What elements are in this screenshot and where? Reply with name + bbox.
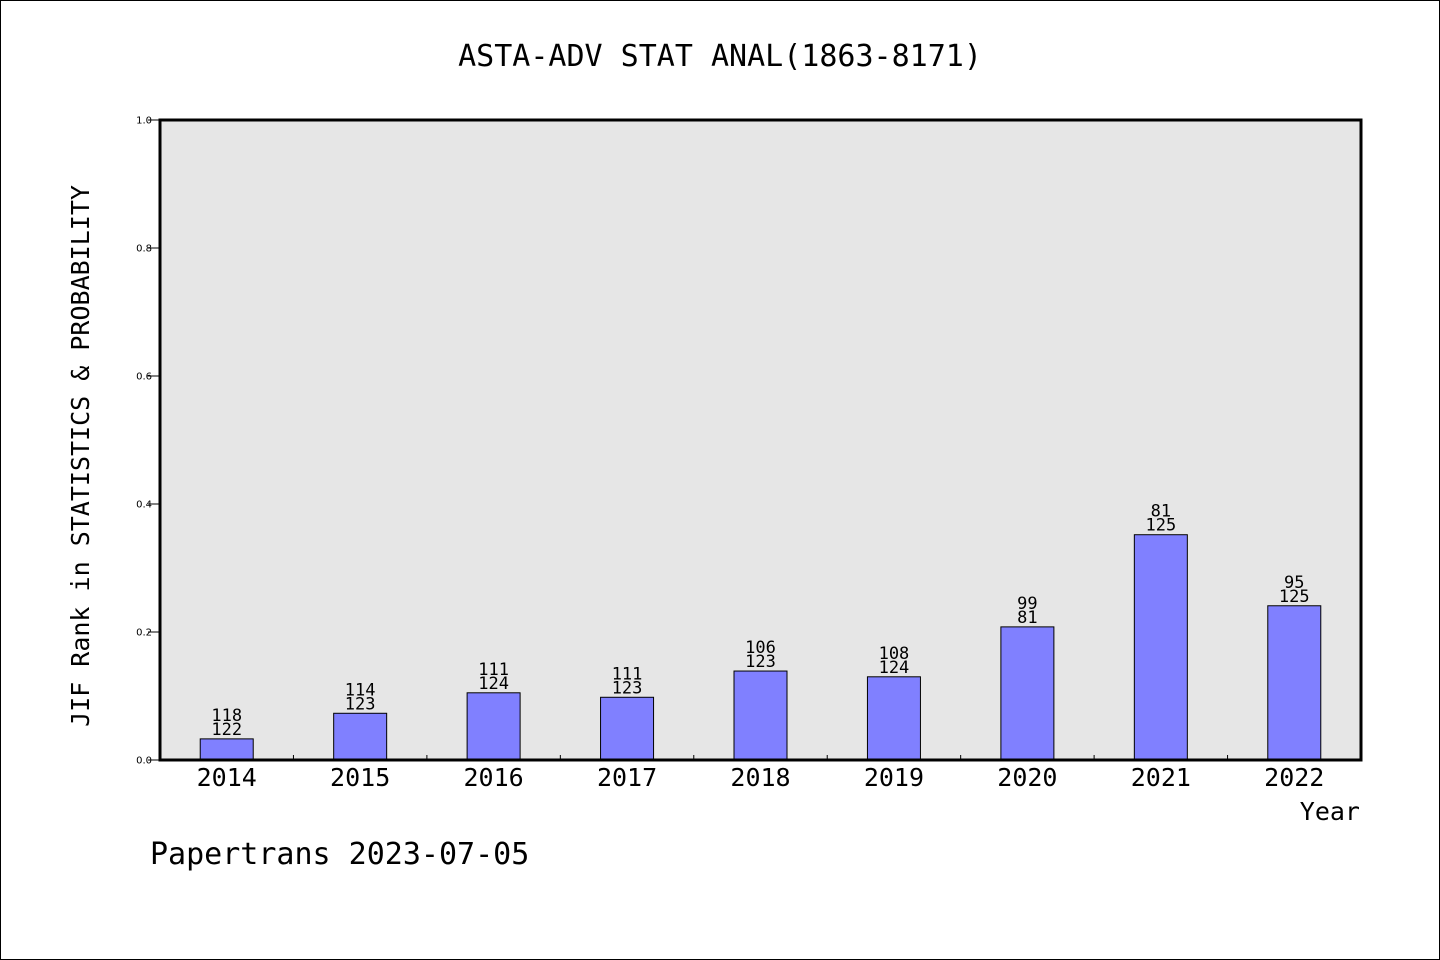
bar-rank-label: 114: [345, 680, 376, 700]
y-tick-label: 0.4: [136, 500, 152, 511]
bar-total-label: 124: [478, 674, 509, 694]
y-tick-label: 0.0: [136, 756, 152, 767]
x-tick-label: 2018: [730, 763, 790, 792]
bar: [333, 712, 388, 761]
bar-rank-label: 106: [745, 638, 776, 658]
y-tick-label: 1.0: [136, 116, 152, 127]
chart-title: ASTA-ADV STAT ANAL(1863-8171): [458, 39, 982, 74]
bar-rank-label: 111: [478, 660, 509, 680]
bar-rank-label: 95: [1284, 573, 1304, 593]
bar-rank-label: 111: [612, 664, 643, 684]
x-tick-label: 2017: [597, 763, 657, 792]
x-axis: 2014 2015 2016 2017 2018 2019 2020 2021 2022: [197, 755, 1324, 792]
bar-total-label: 81: [1017, 608, 1037, 628]
bar: [199, 738, 254, 761]
x-tick-label: 2015: [330, 763, 390, 792]
x-tick-label: 2022: [1264, 763, 1324, 792]
bar: [1133, 534, 1188, 761]
bar-total-label: 122: [211, 720, 242, 740]
x-tick-label: 2016: [464, 763, 524, 792]
bar: [866, 676, 921, 761]
bar-rank-label: 108: [879, 644, 910, 664]
x-tick-label: 2020: [997, 763, 1057, 792]
bar: [1267, 605, 1322, 761]
bar: [466, 692, 521, 761]
bar-total-label: 125: [1279, 587, 1310, 607]
bar-total-label: 124: [879, 658, 910, 678]
x-tick-label: 2021: [1131, 763, 1191, 792]
bar: [1000, 626, 1055, 761]
bar-total-label: 123: [345, 694, 376, 714]
bar-total-label: 123: [745, 652, 776, 672]
footer-credit: Papertrans 2023-07-05: [150, 837, 529, 872]
x-axis-label: Year: [1300, 797, 1360, 826]
bar: [733, 670, 788, 761]
bar-total-label: 123: [612, 678, 643, 698]
y-tick-label: 0.6: [136, 372, 152, 383]
x-tick-label: 2014: [197, 763, 257, 792]
bar: [600, 696, 655, 761]
y-tick-label: 0.8: [136, 244, 152, 255]
plot-border: [158, 118, 1363, 762]
bar-total-label: 125: [1145, 516, 1176, 536]
x-tick-label: 2019: [864, 763, 924, 792]
bar-rank-label: 81: [1151, 502, 1171, 522]
y-axis: 0.0 0.2 0.4 0.6 0.8 1.0: [136, 116, 160, 767]
bar-rank-label: 118: [211, 706, 242, 726]
bar-rank-label: 99: [1017, 594, 1037, 614]
y-axis-label: JIF Rank in STATISTICS & PROBABILITY: [66, 185, 95, 727]
y-tick-label: 0.2: [136, 628, 152, 639]
